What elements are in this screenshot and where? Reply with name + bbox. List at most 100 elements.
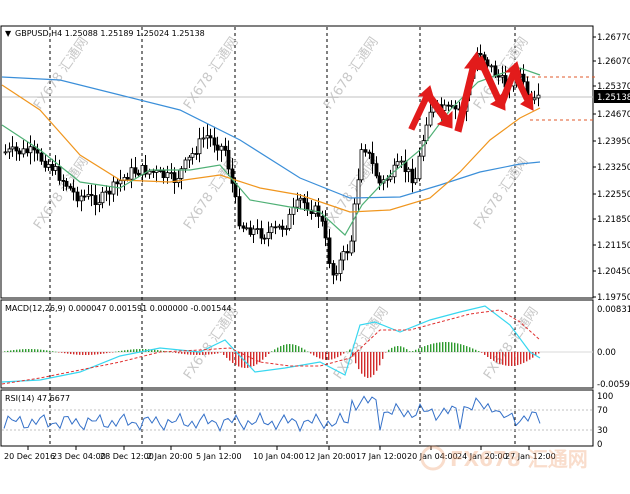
candle-body: [158, 170, 163, 172]
macd-histogram-bar: [175, 352, 177, 353]
macd-histogram-bar: [130, 349, 132, 352]
price-tick-label: 1.19750: [597, 293, 630, 303]
macd-histogram-bar: [523, 352, 525, 363]
macd-histogram-bar: [499, 352, 501, 364]
macd-histogram-bar: [409, 351, 411, 352]
candle-body: [165, 172, 170, 179]
macd-histogram-bar: [121, 350, 123, 352]
candle-body: [287, 213, 292, 229]
candle-body: [25, 148, 30, 154]
macd-histogram-bar: [235, 352, 237, 365]
macd-histogram-bar: [226, 352, 228, 358]
candle-body: [331, 263, 336, 276]
candle-body: [424, 124, 429, 142]
candle-body: [187, 156, 192, 161]
candle-body: [446, 104, 451, 107]
candle-body: [226, 149, 231, 170]
macd-histogram-bar: [100, 352, 102, 354]
macd-histogram-bar: [457, 343, 459, 352]
macd-tick-top: 0.00831: [597, 305, 630, 315]
macd-histogram-bar: [301, 347, 303, 352]
macd-histogram-bar: [16, 349, 18, 352]
macd-histogram-bar: [325, 352, 327, 360]
fx678-logo: FX678 汇通网: [420, 445, 588, 471]
candle-body: [111, 181, 116, 195]
macd-histogram-bar: [136, 349, 138, 352]
candle-body: [493, 65, 498, 77]
macd-histogram-bar: [37, 349, 39, 352]
macd-histogram-bar: [295, 345, 297, 352]
macd-histogram-bar: [172, 352, 174, 353]
macd-histogram-bar: [484, 352, 486, 355]
macd-histogram-bar: [373, 352, 375, 375]
rsi-pane[interactable]: [0, 389, 594, 447]
macd-histogram-bar: [259, 352, 261, 363]
candle-body: [233, 182, 238, 198]
time-label: 10 Jan 04:00: [253, 452, 304, 461]
candle-body: [64, 180, 69, 187]
candle-body: [107, 190, 112, 195]
session-separators: [49, 27, 516, 446]
candle-body: [251, 228, 256, 235]
candle-body: [356, 179, 361, 205]
macd-histogram-bar: [70, 352, 72, 355]
macd-histogram-bar: [424, 346, 426, 352]
macd-histogram-bar: [277, 347, 279, 352]
macd-histogram-bar: [460, 344, 462, 352]
rsi-label: RSI(14) 47.6677: [5, 394, 70, 403]
chart-title-arrow: ▼: [5, 29, 12, 38]
macd-histogram-bar: [160, 350, 162, 352]
macd-histogram-bar: [436, 342, 438, 352]
macd-histogram-bar: [415, 349, 417, 352]
macd-histogram-bar: [343, 352, 345, 354]
time-label: 20 Jan 04:00: [407, 452, 458, 461]
macd-histogram-bar: [79, 352, 81, 355]
candle-body: [255, 228, 260, 230]
candle-body: [302, 197, 307, 204]
macd-histogram-bar: [532, 352, 534, 358]
macd-histogram-bar: [184, 352, 186, 355]
macd-histogram-bar: [400, 346, 402, 352]
macd-histogram-bar: [535, 352, 537, 356]
candle-body: [75, 191, 80, 202]
candle-body: [50, 163, 55, 171]
macd-histogram-bar: [481, 352, 483, 353]
macd-histogram-bar: [364, 352, 366, 377]
macd-histogram-bar: [307, 351, 309, 353]
macd-histogram-bar: [517, 352, 519, 366]
price-tick-label: 1.22550: [597, 190, 630, 200]
macd-histogram-bar: [94, 352, 96, 355]
macd-histogram-bar: [103, 352, 105, 354]
candle-body: [266, 232, 271, 240]
macd-histogram-bar: [211, 352, 213, 355]
macd-histogram-bar: [502, 352, 504, 365]
macd-pane[interactable]: [0, 299, 594, 389]
macd-label: MACD(12,26,9) 0.000047 0.001591 0.000000…: [5, 304, 232, 313]
macd-histogram-bar: [256, 352, 258, 365]
macd-histogram-bar: [274, 349, 276, 352]
macd-histogram-bar: [82, 352, 84, 355]
candle-body: [341, 251, 346, 261]
candle-body: [320, 215, 325, 222]
candle-body: [197, 138, 202, 155]
candle-body: [248, 227, 253, 235]
macd-histogram-bar: [463, 345, 465, 352]
macd-histogram-bar: [487, 352, 489, 358]
macd-histogram-bar: [247, 352, 249, 368]
candle-body: [230, 168, 235, 184]
macd-histogram-bar: [85, 352, 87, 355]
macd-histogram-bar: [193, 352, 195, 355]
price-tick-label: 1.26770: [597, 33, 630, 43]
candle-body: [53, 166, 58, 171]
candle-body: [46, 163, 51, 168]
candle-body: [349, 240, 354, 254]
macd-histogram-bar: [127, 349, 129, 352]
candle-body: [298, 197, 303, 201]
candle-body: [363, 149, 368, 153]
macd-histogram-bar: [286, 344, 288, 352]
macd-histogram-bar: [298, 346, 300, 352]
macd-histogram-bar: [310, 352, 312, 354]
candle-body: [413, 178, 418, 184]
